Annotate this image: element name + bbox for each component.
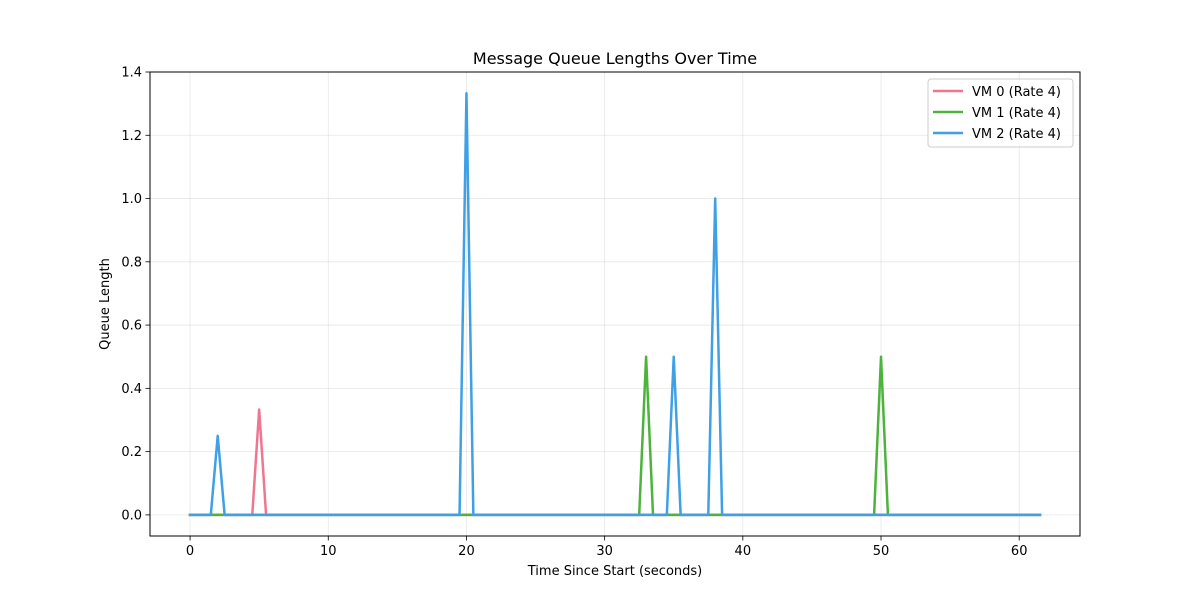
y-axis-label: Queue Length [98, 258, 113, 350]
legend-box [927, 78, 1074, 148]
chart-title: Message Queue Lengths Over Time [473, 49, 757, 68]
y-tick-label: 1.2 [121, 129, 142, 144]
x-tick-label: 10 [320, 544, 337, 559]
series-line-vm2 [188, 91, 1042, 517]
legend-label-vm2: VM 2 (Rate 4) [972, 127, 1061, 142]
plot-background [150, 72, 1080, 536]
x-axis: 0 10 20 30 40 50 60 [186, 536, 1028, 559]
x-tick-label: 40 [735, 544, 752, 559]
x-tick-label: 20 [458, 544, 475, 559]
x-tick-label: 30 [596, 544, 613, 559]
legend-label-vm0: VM 0 (Rate 4) [972, 85, 1061, 100]
y-tick-label: 0.2 [121, 445, 142, 460]
y-tick-label: 0.8 [121, 255, 142, 270]
legend: VM 0 (Rate 4) VM 1 (Rate 4) VM 2 (Rate 4… [927, 78, 1074, 148]
y-axis: 0.0 0.2 0.4 0.6 0.8 1.0 1.2 1.4 [121, 66, 150, 523]
y-tick-label: 0.4 [121, 382, 142, 397]
x-tick-label: 50 [873, 544, 890, 559]
y-tick-label: 0.6 [121, 319, 142, 334]
y-tick-label: 1.0 [121, 192, 142, 207]
y-tick-label: 0.0 [121, 508, 142, 523]
plot-frame [149, 71, 1081, 537]
x-tick-label: 60 [1011, 544, 1028, 559]
series-group [188, 91, 1042, 517]
legend-label-vm1: VM 1 (Rate 4) [972, 106, 1061, 121]
x-tick-label: 0 [186, 544, 194, 559]
y-tick-label: 1.4 [121, 66, 142, 81]
x-axis-label: Time Since Start (seconds) [527, 564, 703, 579]
